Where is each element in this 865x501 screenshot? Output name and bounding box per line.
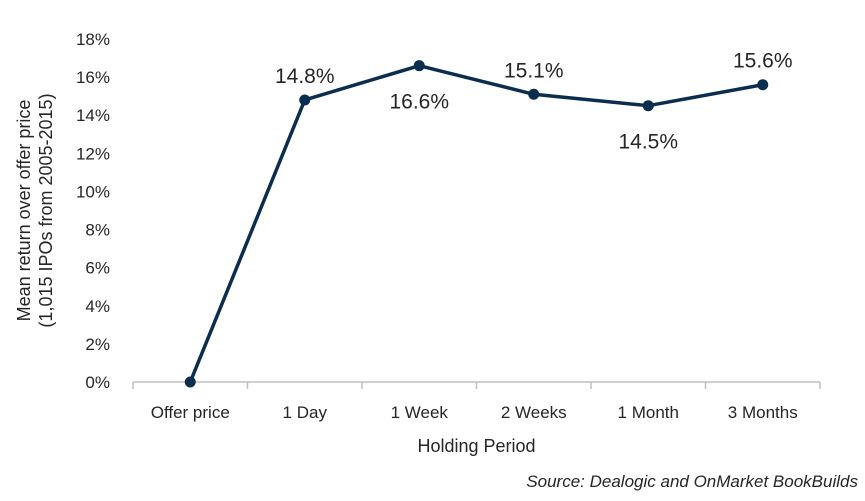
y-tick-label: 8%: [85, 221, 110, 240]
data-labels: 14.8% 16.6% 15.1% 14.5% 15.6%: [275, 50, 793, 154]
data-point: [757, 79, 769, 91]
x-axis: [132, 381, 821, 389]
x-tick-label: 3 Months: [728, 403, 798, 422]
x-tick-label: 1 Month: [618, 403, 679, 422]
data-label: 16.6%: [389, 91, 449, 114]
data-point: [642, 100, 654, 112]
data-point: [413, 60, 425, 72]
y-tick-label: 12%: [76, 144, 110, 163]
y-axis-title-line-2: (1,015 IPOs from 2005-2015): [36, 93, 56, 327]
data-label: 14.8%: [275, 65, 335, 88]
series-line: [188, 63, 765, 384]
x-axis-title: Holding Period: [417, 436, 535, 456]
x-tick-label: Offer price: [151, 403, 230, 422]
y-tick-label: 4%: [85, 297, 110, 316]
x-tick-label: 1 Week: [391, 403, 449, 422]
y-tick-label: 16%: [76, 68, 110, 87]
y-tick-label: 14%: [76, 106, 110, 125]
x-tick-label: 2 Weeks: [501, 403, 567, 422]
y-tick-label: 0%: [85, 373, 110, 392]
y-tick-label: 2%: [85, 335, 110, 354]
x-axis-ticks: Offer price 1 Day 1 Week 2 Weeks 1 Month 3 Mo…: [151, 403, 798, 422]
x-tick-label: 1 Day: [283, 403, 328, 422]
data-label: 14.5%: [618, 131, 678, 154]
y-axis-title-line-1: Mean return over offer price: [14, 100, 34, 322]
y-tick-label: 6%: [85, 259, 110, 278]
data-label: 15.1%: [504, 59, 564, 82]
source-note: Source: Dealogic and OnMarket BookBuilds: [526, 472, 858, 491]
y-axis-ticks: 0% 2% 4% 6% 8% 10% 12% 14% 16% 18%: [76, 30, 110, 392]
data-point: [528, 88, 540, 100]
y-tick-label: 10%: [76, 182, 110, 201]
data-point: [184, 376, 196, 388]
data-label: 15.6%: [733, 50, 793, 73]
data-point: [299, 94, 311, 106]
series-group: [184, 60, 769, 388]
y-tick-label: 18%: [76, 30, 110, 49]
